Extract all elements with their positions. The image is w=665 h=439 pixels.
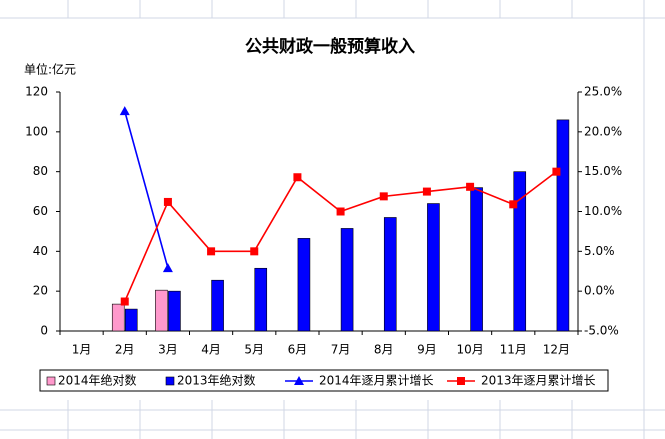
- y-tick-label: 100: [25, 124, 48, 138]
- y-tick-label: 120: [25, 85, 48, 99]
- y2-tick-label: 25.0%: [584, 85, 622, 99]
- marker: [293, 173, 302, 182]
- y-axis-label: 单位:亿元: [24, 62, 76, 77]
- y-tick-label: 40: [33, 244, 48, 258]
- bar: [211, 279, 224, 332]
- x-tick-label: 2月: [115, 343, 135, 357]
- y-tick-label: 60: [33, 204, 48, 218]
- legend-swatch: [165, 376, 175, 386]
- x-tick-label: 10月: [456, 343, 483, 357]
- bar: [168, 290, 181, 332]
- marker: [379, 192, 388, 201]
- x-tick-label: 7月: [331, 343, 351, 357]
- x-tick-label: 8月: [374, 343, 394, 357]
- legend-swatch: [46, 376, 56, 386]
- line: [123, 110, 169, 269]
- bar: [427, 203, 440, 332]
- x-tick-label: 4月: [201, 343, 221, 357]
- marker: [336, 207, 345, 216]
- chart-title: 公共财政一般预算收入: [245, 36, 415, 57]
- legend-label: 2013年逐月累计增长: [481, 374, 596, 388]
- marker: [120, 297, 129, 306]
- bar: [556, 119, 570, 332]
- chart-area: [6, 20, 640, 400]
- bar: [383, 217, 397, 332]
- x-tick-label: 1月: [72, 343, 92, 357]
- marker: [250, 247, 259, 256]
- marker: [207, 247, 216, 256]
- y-tick-label: 20: [33, 284, 48, 298]
- bar: [124, 308, 138, 332]
- x-tick-label: 9月: [417, 343, 437, 357]
- legend: [39, 369, 609, 392]
- y-tick-label: 80: [33, 164, 48, 178]
- bar: [155, 289, 168, 332]
- marker: [119, 106, 130, 116]
- legend-marker: [457, 377, 465, 385]
- marker: [552, 167, 561, 176]
- x-tick-label: 12月: [543, 343, 570, 357]
- x-tick-label: 6月: [288, 343, 308, 357]
- legend-marker: [294, 376, 304, 385]
- marker: [163, 197, 172, 206]
- bar: [470, 187, 483, 332]
- y2-tick-label: 10.0%: [584, 204, 622, 218]
- y2-tick-label: 20.0%: [584, 124, 622, 138]
- y-tick-label: 0: [40, 324, 48, 338]
- y2-tick-label: 15.0%: [584, 164, 622, 178]
- y2-tick-label: -5.0%: [584, 324, 619, 338]
- y2-tick-label: 0.0%: [584, 284, 615, 298]
- x-tick-label: 3月: [158, 343, 178, 357]
- bar: [254, 267, 268, 332]
- legend-label: 2014年逐月累计增长: [319, 374, 434, 388]
- legend-label: 2013年绝对数: [177, 373, 256, 388]
- bar: [340, 228, 354, 332]
- bar: [513, 171, 527, 332]
- bar: [111, 303, 125, 332]
- x-tick-label: 11月: [500, 343, 527, 357]
- marker: [422, 187, 431, 196]
- x-tick-label: 5月: [244, 343, 264, 357]
- marker: [162, 263, 173, 273]
- legend-label: 2014年绝对数: [58, 373, 137, 388]
- marker: [466, 182, 475, 191]
- marker: [509, 200, 518, 209]
- y2-tick-label: 5.0%: [584, 244, 615, 258]
- bar: [297, 238, 311, 332]
